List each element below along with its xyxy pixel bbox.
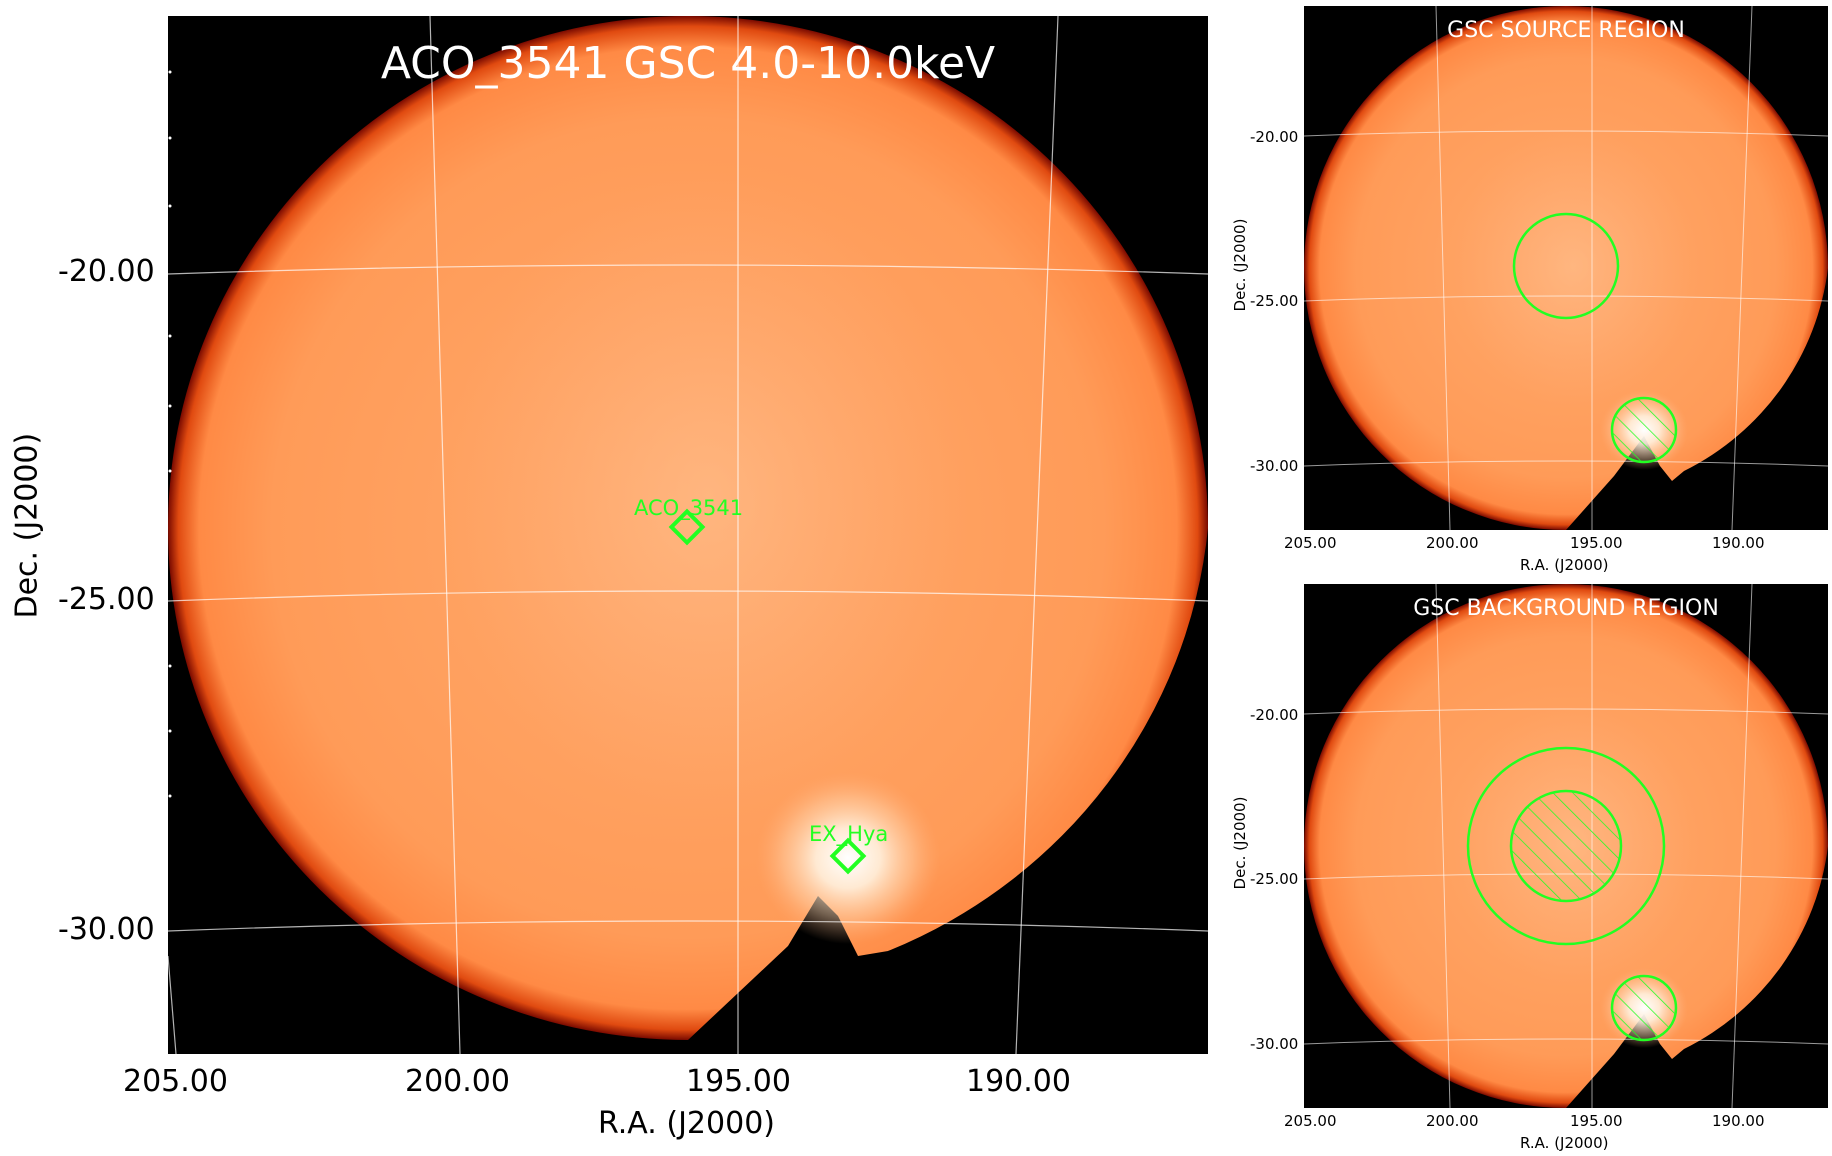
main-y-axis-label: Dec. (J2000) [9, 432, 45, 619]
source-exclusion-circle [1610, 396, 1678, 464]
background-region-image: GSC BACKGROUND REGION [1304, 584, 1828, 1108]
background-region-title: GSC BACKGROUND REGION [1413, 596, 1719, 621]
background-region-svg [1304, 584, 1828, 1108]
diffuse-glow [448, 176, 968, 816]
axis-ticks [168, 70, 172, 798]
coordinate-grid [168, 16, 1208, 1054]
background-annulus-outer [1466, 746, 1666, 946]
main-x-axis-label: R.A. (J2000) [598, 1106, 775, 1141]
source-marker-aco3541 [668, 508, 706, 546]
source-xtick-2: 200.00 [1426, 534, 1479, 552]
background-xtick-2: 200.00 [1426, 1112, 1479, 1130]
main-ytick-3: -30.00 [58, 912, 155, 947]
source-label-aco3541: ACO_3541 [634, 496, 744, 520]
background-ytick-2: -25.00 [1250, 870, 1299, 888]
source-region-svg [1304, 6, 1828, 530]
main-xtick-1: 205.00 [123, 1064, 228, 1099]
background-xtick-3: 195.00 [1570, 1112, 1623, 1130]
source-ytick-1: -20.00 [1250, 128, 1299, 146]
main-ytick-2: -25.00 [58, 582, 155, 617]
source-extraction-circle [1512, 212, 1620, 320]
background-ytick-3: -30.00 [1250, 1035, 1299, 1053]
source-marker-exhya [829, 837, 867, 875]
source-xtick-3: 195.00 [1570, 534, 1623, 552]
source-ytick-2: -25.00 [1250, 292, 1299, 310]
main-sky-image: ACO_3541 GSC 4.0-10.0keV ACO_3541 EX_Hya [168, 16, 1208, 1054]
main-title: ACO_3541 GSC 4.0-10.0keV [380, 38, 996, 89]
source-diffuse-glow [1454, 126, 1694, 406]
background-annulus-inner [1509, 789, 1623, 903]
background-xtick-4: 190.00 [1712, 1112, 1765, 1130]
source-grid [1304, 6, 1828, 530]
main-ytick-1: -20.00 [58, 254, 155, 289]
main-sky-svg [168, 16, 1208, 1054]
background-exclusion-circle [1610, 974, 1678, 1042]
background-xtick-1: 205.00 [1284, 1112, 1337, 1130]
background-ytick-1: -20.00 [1250, 706, 1299, 724]
main-xtick-3: 195.00 [686, 1064, 791, 1099]
source-region-image: GSC SOURCE REGION [1304, 6, 1828, 530]
source-y-axis-label: Dec. (J2000) [1231, 218, 1249, 312]
main-xtick-4: 190.00 [966, 1064, 1071, 1099]
background-y-axis-label: Dec. (J2000) [1231, 796, 1249, 890]
source-label-exhya: EX_Hya [809, 822, 889, 846]
source-xtick-4: 190.00 [1712, 534, 1765, 552]
bright-source-glow [756, 772, 940, 944]
source-ytick-3: -30.00 [1250, 457, 1299, 475]
main-xtick-2: 200.00 [405, 1064, 510, 1099]
source-x-axis-label: R.A. (J2000) [1520, 556, 1609, 574]
source-region-title: GSC SOURCE REGION [1447, 18, 1685, 43]
source-xtick-1: 205.00 [1284, 534, 1337, 552]
background-x-axis-label: R.A. (J2000) [1520, 1134, 1609, 1152]
